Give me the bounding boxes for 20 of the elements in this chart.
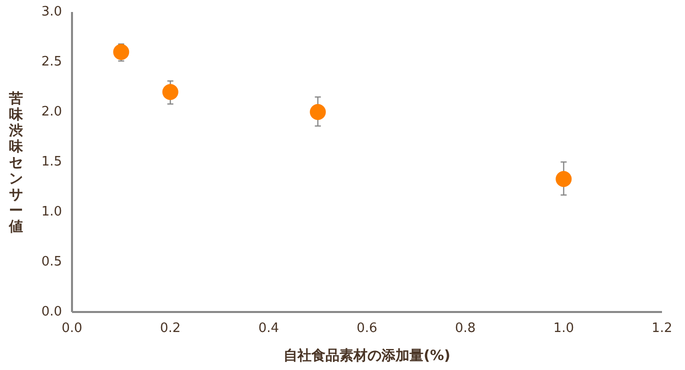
x-tick-label: 0.8	[454, 321, 476, 336]
point	[113, 44, 130, 60]
x-tick-label: 1.2	[652, 321, 672, 336]
point	[162, 84, 178, 100]
x-tick-label: 0.2	[160, 321, 181, 336]
x-tick-label: 0.6	[356, 321, 378, 336]
point	[310, 104, 326, 120]
x-axis-title: 自社食品素材の添加量(%)	[284, 348, 450, 364]
y-tick-label: 1.0	[41, 204, 62, 220]
point	[556, 171, 572, 187]
y-tick-label: 0.0	[41, 304, 62, 320]
x-tick-label: 1.0	[553, 321, 574, 336]
y-tick-label: 3.0	[41, 4, 62, 20]
y-tick-label: 1.5	[41, 154, 62, 170]
x-tick-label: 0.0	[62, 321, 82, 336]
y-tick-label: 0.5	[41, 254, 62, 270]
text: 苦味渋味センサー値	[9, 91, 23, 235]
y-tick-label: 2.0	[41, 104, 62, 120]
x-tick-label: 0.4	[258, 321, 280, 336]
y-tick-label: 2.5	[41, 54, 62, 70]
